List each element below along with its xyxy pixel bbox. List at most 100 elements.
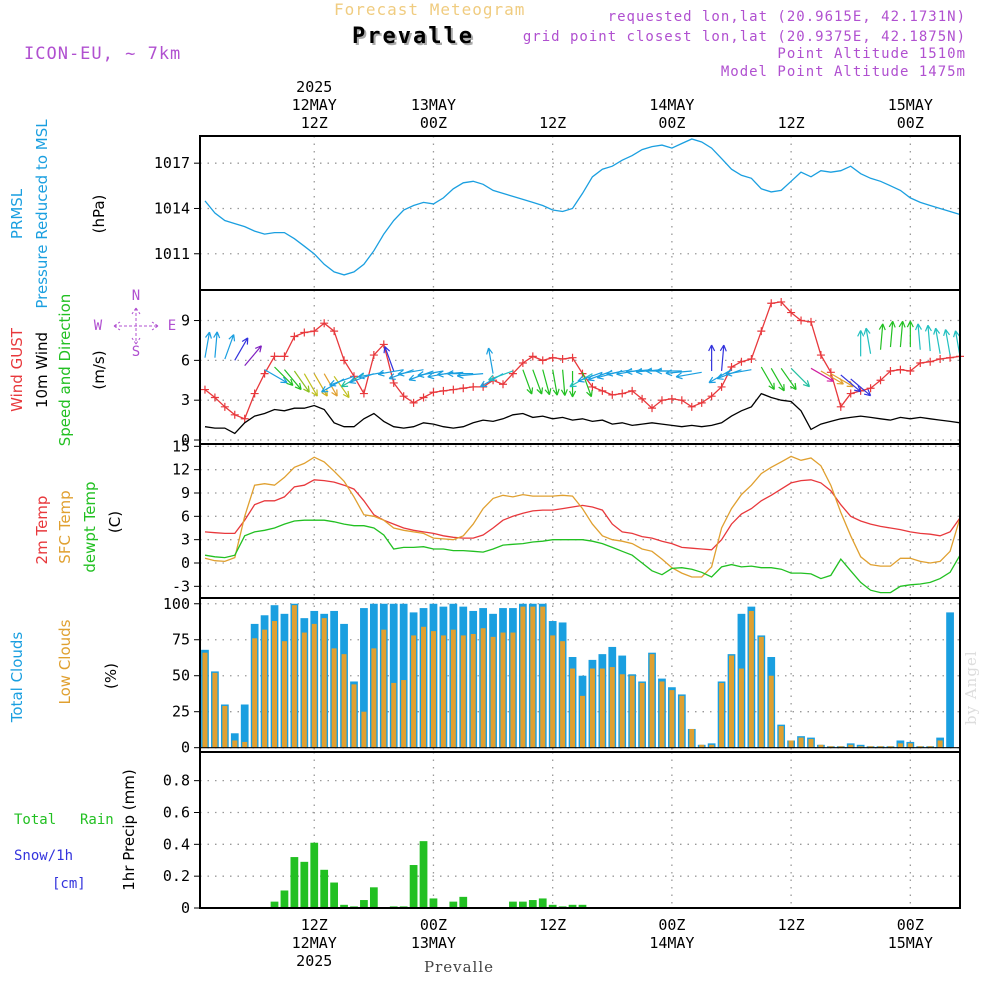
wind-arrow [933, 327, 941, 354]
rain-bar [369, 887, 378, 908]
gust-marker [926, 357, 935, 366]
gust-marker [260, 369, 269, 378]
low-clouds-bar [917, 746, 923, 748]
gust-marker [439, 386, 448, 395]
low-clouds-bar [550, 635, 556, 748]
y-tick-label: 9 [181, 484, 190, 502]
low-clouds-bar [580, 695, 585, 748]
wind-arrow [417, 370, 444, 378]
low-clouds-bar [738, 668, 744, 748]
dewpt-temp-line [204, 519, 961, 594]
y-tick-label: 0 [181, 899, 190, 917]
low-clouds-bar [520, 606, 526, 748]
wind-arrow [924, 324, 932, 352]
wind-arrow [383, 346, 395, 372]
low-clouds-bar [530, 606, 536, 748]
pressure-label: Pressure Reduced to MSL [33, 119, 51, 309]
low-clouds-bar [937, 740, 943, 748]
compass-w: W [94, 318, 103, 334]
low-clouds-bar [699, 744, 705, 748]
y-tick-label: 1017 [154, 154, 190, 172]
wind-speed-direction-label: Speed and Direction [56, 294, 74, 447]
wind-arrow [329, 375, 355, 387]
gust-marker [220, 402, 229, 411]
rain-bar [419, 841, 428, 908]
low-clouds-bar [868, 746, 874, 748]
temp-dewpt-label: dewpt Temp [81, 481, 99, 572]
y-tick-label: -3 [172, 577, 190, 595]
low-clouds-bar [480, 628, 486, 748]
low-clouds-bar [262, 629, 268, 748]
y-tick-label: 25 [172, 703, 190, 721]
x-tick-bottom: 12Z [539, 916, 566, 934]
temp-sfc-label: SFC Temp [56, 490, 74, 563]
rain-bar [280, 890, 289, 908]
precip-label: 1hr Precip (mm) [120, 769, 138, 890]
gust-marker [628, 386, 637, 395]
gust-marker [459, 384, 468, 393]
gust-marker [518, 359, 527, 368]
total-clouds-bar [946, 612, 954, 748]
x-tick-top: 12Z [301, 114, 328, 132]
wind-arrow [522, 369, 534, 395]
gust-marker [449, 385, 458, 394]
low-clouds-bar [798, 737, 804, 748]
wind-arrow [708, 369, 732, 384]
low-clouds-bar [490, 636, 496, 748]
x-tick-bottom: 00Z [897, 916, 924, 934]
requested-coordinates: requested lon,lat (20.9615E, 42.1731N) [607, 9, 966, 25]
gust-marker [558, 355, 567, 364]
x-tick-top: 2025 [296, 78, 332, 96]
low-clouds-bar [858, 746, 864, 748]
panel-wind: 0 3 6 9 [181, 289, 964, 449]
wind-arrow [725, 369, 752, 377]
low-clouds-bar [540, 606, 546, 748]
low-clouds-bar [629, 675, 635, 748]
gust-marker [568, 353, 577, 362]
y-tick-label: 1011 [154, 245, 190, 263]
wind-arrow [283, 369, 302, 391]
wind-arrow [857, 330, 865, 357]
x-tick-top: 00Z [897, 114, 924, 132]
wind-arrow [780, 367, 797, 391]
y-tick-label: 0.2 [163, 867, 190, 885]
gust-marker [230, 410, 239, 419]
rain-bar [568, 904, 577, 908]
compass-e: E [168, 318, 176, 334]
low-clouds-bar [639, 682, 645, 748]
low-clouds-bar [401, 680, 407, 748]
x-tick-bottom: 2025 [296, 952, 332, 970]
low-clouds-bar [808, 739, 814, 748]
wind-arrow [542, 369, 552, 396]
wind-arrow [486, 347, 494, 374]
rain-bar [320, 869, 329, 908]
total-clouds-bar [360, 608, 368, 748]
legend-rain: Rain [80, 812, 114, 828]
total-clouds-bar [389, 603, 398, 748]
low-clouds-bar [381, 629, 387, 748]
legend-snow-unit: [cm] [52, 876, 86, 892]
sfc-temp-line [204, 455, 961, 578]
wind-arrow [943, 329, 951, 356]
gust-marker [508, 369, 517, 378]
low-clouds-bar [252, 638, 258, 748]
gust-marker [866, 384, 875, 393]
wind-arrow [675, 371, 702, 380]
y-tick-label: 9 [181, 312, 190, 330]
low-clouds-bar [570, 668, 576, 748]
wind-arrow [488, 370, 514, 382]
gust-marker [667, 394, 676, 403]
gust-marker [300, 328, 309, 337]
gust-marker [499, 380, 508, 389]
low-clouds-bar [659, 681, 665, 748]
gust-marker [707, 392, 716, 401]
gust-marker [767, 299, 776, 308]
low-clouds-bar [907, 743, 913, 748]
y-tick-label: 15 [172, 437, 190, 455]
compass-rose-icon [113, 307, 159, 345]
low-clouds-bar [768, 675, 774, 748]
gust-marker [389, 378, 398, 387]
y-tick-label: 0 [181, 431, 190, 449]
low-clouds-bar [450, 629, 456, 748]
x-tick-bottom: 00Z [658, 916, 685, 934]
